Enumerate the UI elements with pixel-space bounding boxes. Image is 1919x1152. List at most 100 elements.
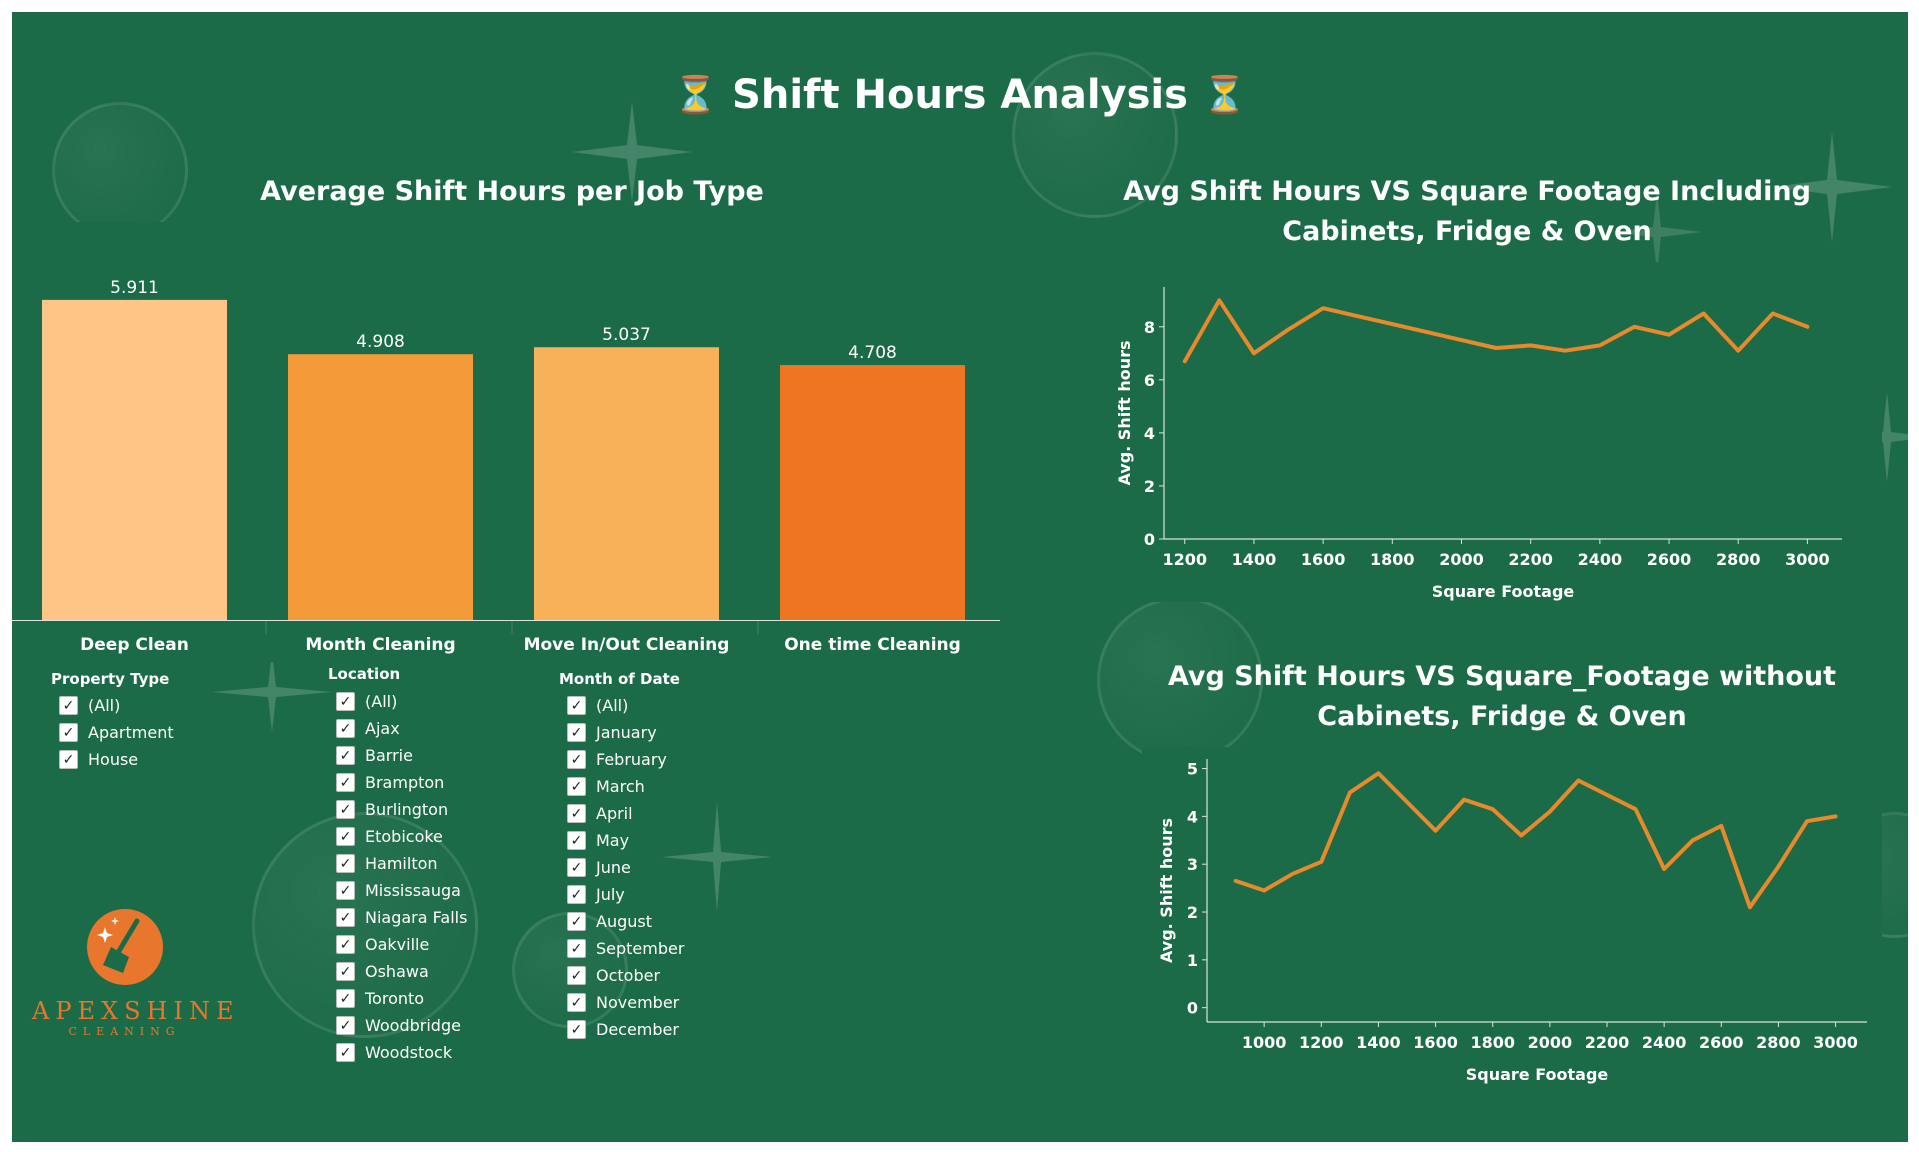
checkbox[interactable]: ✓ bbox=[336, 1043, 355, 1062]
series-line bbox=[1233, 771, 1838, 910]
checkbox[interactable]: ✓ bbox=[567, 1020, 586, 1039]
filter-option[interactable]: ✓ April bbox=[567, 800, 684, 827]
x-tick-label: 1400 bbox=[1232, 550, 1277, 569]
filter-option[interactable]: ✓ December bbox=[567, 1016, 684, 1043]
filter-option-label: November bbox=[596, 993, 680, 1012]
checkbox[interactable]: ✓ bbox=[567, 750, 586, 769]
filter-option[interactable]: ✓ House bbox=[59, 746, 174, 773]
filter-option-label: June bbox=[596, 858, 631, 877]
x-tick-label: 1000 bbox=[1242, 1033, 1287, 1052]
checkbox[interactable]: ✓ bbox=[567, 696, 586, 715]
bar-category-label: One time Cleaning bbox=[784, 635, 961, 655]
filter-option[interactable]: ✓ Hamilton bbox=[336, 850, 467, 877]
filter-option[interactable]: ✓ Brampton bbox=[336, 769, 467, 796]
x-tick-label: 2200 bbox=[1585, 1033, 1630, 1052]
line-chart-2-title: Avg Shift Hours VS Square_Footage withou… bbox=[1137, 657, 1867, 737]
checkbox[interactable]: ✓ bbox=[59, 750, 78, 769]
filter-option[interactable]: ✓ Oshawa bbox=[336, 958, 467, 985]
filter-option[interactable]: ✓ August bbox=[567, 908, 684, 935]
filter-option[interactable]: ✓ October bbox=[567, 962, 684, 989]
checkbox[interactable]: ✓ bbox=[336, 881, 355, 900]
filter-option[interactable]: ✓ (All) bbox=[567, 692, 684, 719]
bubble-decoration bbox=[1012, 52, 1178, 218]
filter-option[interactable]: ✓ May bbox=[567, 827, 684, 854]
x-tick-label: 2000 bbox=[1439, 550, 1484, 569]
filter-option-label: Burlington bbox=[365, 800, 449, 819]
x-tick-label: 1600 bbox=[1301, 550, 1346, 569]
filter-option[interactable]: ✓ Oakville bbox=[336, 931, 467, 958]
checkbox[interactable]: ✓ bbox=[567, 777, 586, 796]
filter-option[interactable]: ✓ Woodbridge bbox=[336, 1012, 467, 1039]
checkbox[interactable]: ✓ bbox=[336, 935, 355, 954]
checkbox[interactable]: ✓ bbox=[336, 719, 355, 738]
checkbox[interactable]: ✓ bbox=[336, 962, 355, 981]
filter-option-label: January bbox=[596, 723, 657, 742]
checkbox[interactable]: ✓ bbox=[567, 723, 586, 742]
checkbox[interactable]: ✓ bbox=[567, 912, 586, 931]
filter-option[interactable]: ✓ July bbox=[567, 881, 684, 908]
filter-option[interactable]: ✓ January bbox=[567, 719, 684, 746]
filter-option-label: July bbox=[596, 885, 625, 904]
checkbox[interactable]: ✓ bbox=[336, 692, 355, 711]
checkbox[interactable]: ✓ bbox=[567, 858, 586, 877]
filter-option[interactable]: ✓ March bbox=[567, 773, 684, 800]
checkbox[interactable]: ✓ bbox=[567, 831, 586, 850]
bar bbox=[288, 354, 473, 620]
filter-option[interactable]: ✓ Niagara Falls bbox=[336, 904, 467, 931]
hourglass-icon: ⏳ bbox=[673, 75, 719, 116]
line-chart-1: 0 2 4 6 8 1200 1400 1600 1800 2000 2200 2400 2600 280… bbox=[1115, 287, 1842, 601]
checkbox[interactable]: ✓ bbox=[336, 800, 355, 819]
checkbox[interactable]: ✓ bbox=[336, 773, 355, 792]
line-chart-1-title-line1: Avg Shift Hours VS Square Footage Includ… bbox=[1123, 176, 1811, 207]
filter-option-label: (All) bbox=[596, 696, 629, 715]
filter-option[interactable]: ✓ Apartment bbox=[59, 719, 174, 746]
filter-option[interactable]: ✓ Burlington bbox=[336, 796, 467, 823]
checkbox[interactable]: ✓ bbox=[336, 746, 355, 765]
checkbox[interactable]: ✓ bbox=[59, 723, 78, 742]
filter-option-label: Oshawa bbox=[365, 962, 429, 981]
filter-option[interactable]: ✓ September bbox=[567, 935, 684, 962]
bar bbox=[534, 347, 719, 620]
filter-option-label: Brampton bbox=[365, 773, 445, 792]
checkbox[interactable]: ✓ bbox=[336, 854, 355, 873]
checkbox[interactable]: ✓ bbox=[567, 885, 586, 904]
bar-chart-title: Average Shift Hours per Job Type bbox=[260, 176, 764, 207]
y-tick-label: 2 bbox=[1187, 903, 1198, 922]
checkbox[interactable]: ✓ bbox=[336, 1016, 355, 1035]
checkbox[interactable]: ✓ bbox=[59, 696, 78, 715]
bar-category-label: Deep Clean bbox=[80, 635, 189, 655]
bar bbox=[42, 299, 227, 620]
filter-option[interactable]: ✓ February bbox=[567, 746, 684, 773]
filter-option[interactable]: ✓ Toronto bbox=[336, 985, 467, 1012]
checkbox[interactable]: ✓ bbox=[336, 908, 355, 927]
filter-option-label: House bbox=[88, 750, 139, 769]
y-tick-label: 6 bbox=[1144, 371, 1155, 390]
filter-option-label: February bbox=[596, 750, 667, 769]
checkbox[interactable]: ✓ bbox=[567, 939, 586, 958]
filter-option[interactable]: ✓ (All) bbox=[336, 688, 467, 715]
filter-option[interactable]: ✓ Mississauga bbox=[336, 877, 467, 904]
filter-option-label: Ajax bbox=[365, 719, 400, 738]
bubble-decoration bbox=[252, 812, 478, 1038]
filter-option-label: Woodbridge bbox=[365, 1016, 461, 1035]
checkbox[interactable]: ✓ bbox=[336, 989, 355, 1008]
filter-option[interactable]: ✓ June bbox=[567, 854, 684, 881]
checkbox[interactable]: ✓ bbox=[336, 827, 355, 846]
filter-option[interactable]: ✓ Barrie bbox=[336, 742, 467, 769]
y-axis-label: Avg. Shift hours bbox=[1157, 818, 1176, 963]
filter-option[interactable]: ✓ Ajax bbox=[336, 715, 467, 742]
filter-option[interactable]: ✓ November bbox=[567, 989, 684, 1016]
y-tick-label: 4 bbox=[1187, 807, 1198, 826]
checkbox[interactable]: ✓ bbox=[567, 993, 586, 1012]
filter-option-label: March bbox=[596, 777, 645, 796]
x-tick-label: 3000 bbox=[1785, 550, 1830, 569]
x-tick-label: 1200 bbox=[1162, 550, 1207, 569]
series-line bbox=[1182, 298, 1810, 364]
checkbox[interactable]: ✓ bbox=[567, 804, 586, 823]
bar-value-label: 4.708 bbox=[848, 343, 897, 363]
filter-option[interactable]: ✓ Etobicoke bbox=[336, 823, 467, 850]
filter-option[interactable]: ✓ Woodstock bbox=[336, 1039, 467, 1066]
line-chart-2-area bbox=[1142, 747, 1882, 1092]
filter-option[interactable]: ✓ (All) bbox=[59, 692, 174, 719]
checkbox[interactable]: ✓ bbox=[567, 966, 586, 985]
